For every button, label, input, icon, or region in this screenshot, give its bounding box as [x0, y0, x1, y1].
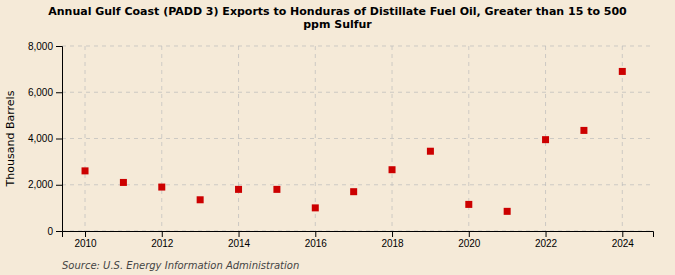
chart: Annual Gulf Coast (PADD 3) Exports to Ho… [0, 0, 675, 275]
y-tick-mark [56, 231, 62, 232]
x-tick-mark [85, 231, 86, 237]
x-tick-label: 2022 [535, 238, 558, 249]
y-axis: 0 2,000 4,000 6,000 8,000 [28, 41, 63, 237]
point [273, 186, 280, 193]
x-tick-mark [239, 231, 240, 237]
point [82, 167, 89, 174]
x-axis-line [63, 232, 654, 238]
grid-line-y [62, 46, 653, 47]
y-tick-label: 8,000 [28, 41, 53, 52]
y-tick: 4,000 [28, 133, 62, 144]
x-tick: 2020 [458, 231, 481, 249]
point [580, 127, 587, 134]
grid-line-x [315, 46, 316, 231]
grid-line-x [85, 46, 86, 231]
y-tick-mark [56, 92, 62, 93]
y-axis-line [56, 47, 63, 232]
y-tick-label: 6,000 [28, 87, 53, 98]
point [120, 179, 127, 186]
y-tick: 2,000 [28, 179, 62, 190]
point [619, 68, 626, 75]
y-tick-label: 2,000 [28, 179, 53, 190]
y-tick-mark [56, 139, 62, 140]
y-tick-label: 4,000 [28, 133, 53, 144]
x-tick: 2016 [305, 231, 328, 249]
x-tick-mark [162, 231, 163, 237]
points [82, 68, 626, 215]
x-tick-label: 2018 [381, 238, 404, 249]
x-tick: 2010 [74, 231, 97, 249]
y-tick: 8,000 [28, 41, 62, 52]
x-tick-label: 2024 [612, 238, 635, 249]
point [312, 204, 319, 211]
y-tick-label: 0 [47, 226, 53, 237]
point [465, 201, 472, 208]
point [158, 184, 165, 191]
point [504, 208, 511, 215]
x-tick-mark [546, 231, 547, 237]
grid-line-y [62, 138, 653, 139]
y-tick: 6,000 [28, 87, 62, 98]
grid-line-x [392, 46, 393, 231]
point [542, 136, 549, 143]
source: Source: U.S. Energy Information Administ… [62, 260, 299, 271]
x-tick: 2014 [228, 231, 251, 249]
x-tick-mark [622, 231, 623, 237]
point [389, 166, 396, 173]
x-tick-label: 2020 [458, 238, 481, 249]
point [427, 148, 434, 155]
grid [62, 46, 653, 231]
grid-line-y [62, 92, 653, 93]
x-tick: 2018 [381, 231, 404, 249]
point [235, 186, 242, 193]
y-tick-mark [56, 185, 62, 186]
x-tick-label: 2014 [228, 238, 251, 249]
plot: 2010 2012 2014 2016 2018 2020 2022 2024 0 2,000 4,… [28, 41, 654, 249]
x-axis: 2010 2012 2014 2016 2018 2020 2022 2024 [63, 231, 654, 249]
x-tick-label: 2010 [74, 238, 97, 249]
x-tick-mark [315, 231, 316, 237]
x-tick: 2012 [151, 231, 174, 249]
x-tick-mark [392, 231, 393, 237]
title: Annual Gulf Coast (PADD 3) Exports to Ho… [48, 5, 627, 31]
x-tick: 2024 [612, 231, 635, 249]
grid-line-y [62, 184, 653, 185]
y-tick-mark [56, 46, 62, 47]
y-tick: 0 [47, 226, 62, 237]
point [197, 196, 204, 203]
grid-line-x [161, 46, 162, 231]
y-axis-title: Thousand Barrels [4, 90, 17, 187]
grid-line-x [238, 46, 239, 231]
x-tick-label: 2012 [151, 238, 174, 249]
x-tick-mark [469, 231, 470, 237]
x-tick: 2022 [535, 231, 558, 249]
point [350, 188, 357, 195]
x-tick-label: 2016 [305, 238, 328, 249]
